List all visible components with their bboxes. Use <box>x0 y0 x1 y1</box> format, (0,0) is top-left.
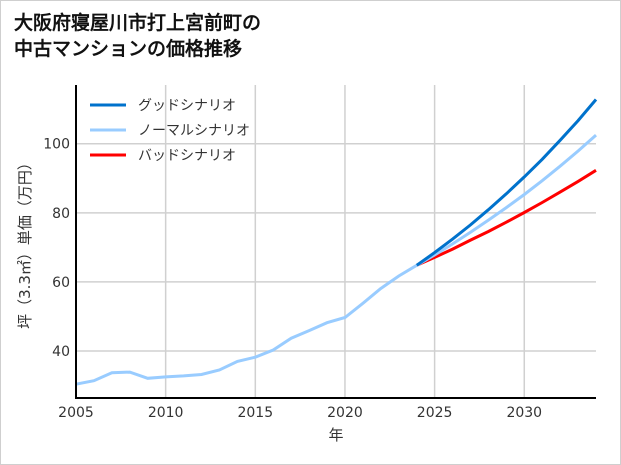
legend-label: ノーマルシナリオ <box>138 123 250 139</box>
x-tick-label: 2025 <box>417 405 453 421</box>
y-tick-label: 80 <box>52 206 70 222</box>
chart-title: 大阪府寝屋川市打上宮前町の 中古マンションの価格推移 <box>14 10 261 62</box>
legend-label: バッドシナリオ <box>138 148 236 164</box>
title-line-1: 大阪府寝屋川市打上宮前町の <box>14 12 262 34</box>
historical-line <box>75 264 418 386</box>
x-tick-label: 2005 <box>58 405 94 421</box>
x-tick-label: 2020 <box>327 405 363 421</box>
y-tick-label: 40 <box>52 344 70 360</box>
grid <box>76 85 596 398</box>
tick-labels: 2005 2010 2015 2020 2025 2030 40 60 80 100 <box>43 137 542 421</box>
series-line <box>416 169 597 267</box>
y-tick-label: 60 <box>52 275 70 291</box>
x-tick-label: 2030 <box>506 405 542 421</box>
title-line-2: 中古マンションの価格推移 <box>14 38 243 60</box>
y-axis-label: 坪（3.3㎡）単価（万円） <box>16 155 34 329</box>
series-lines <box>75 98 598 386</box>
x-axis-label: 年 <box>328 426 343 444</box>
y-tick-label: 100 <box>43 137 70 153</box>
series-line <box>415 98 598 267</box>
legend-label: グッドシナリオ <box>138 98 236 114</box>
x-tick-label: 2010 <box>148 405 184 421</box>
axes <box>75 85 596 399</box>
x-tick-label: 2015 <box>237 405 273 421</box>
series-line <box>415 133 597 267</box>
